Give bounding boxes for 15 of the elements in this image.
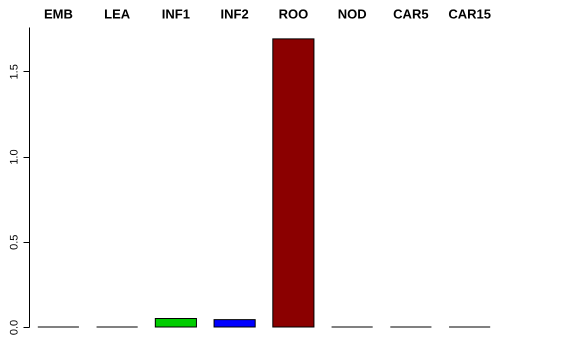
y-tick-label: 1.0 <box>8 149 20 165</box>
x-tick-label: ROO <box>278 6 308 22</box>
y-tick-label: 1.5 <box>8 64 20 80</box>
bar <box>214 319 256 328</box>
x-tick-label: EMB <box>44 6 73 22</box>
y-tick-label: 0.5 <box>8 234 20 250</box>
x-tick-label: CAR5 <box>393 6 429 22</box>
x-tick-label: INF2 <box>220 6 249 22</box>
bar <box>272 38 314 328</box>
x-tick-label: NOD <box>338 6 367 22</box>
x-tick-label: INF1 <box>162 6 190 22</box>
x-tick-label: LEA <box>104 6 131 22</box>
bar <box>154 318 197 328</box>
x-tick-label: CAR15 <box>448 6 491 22</box>
y-tick-label: 0.0 <box>8 320 20 336</box>
